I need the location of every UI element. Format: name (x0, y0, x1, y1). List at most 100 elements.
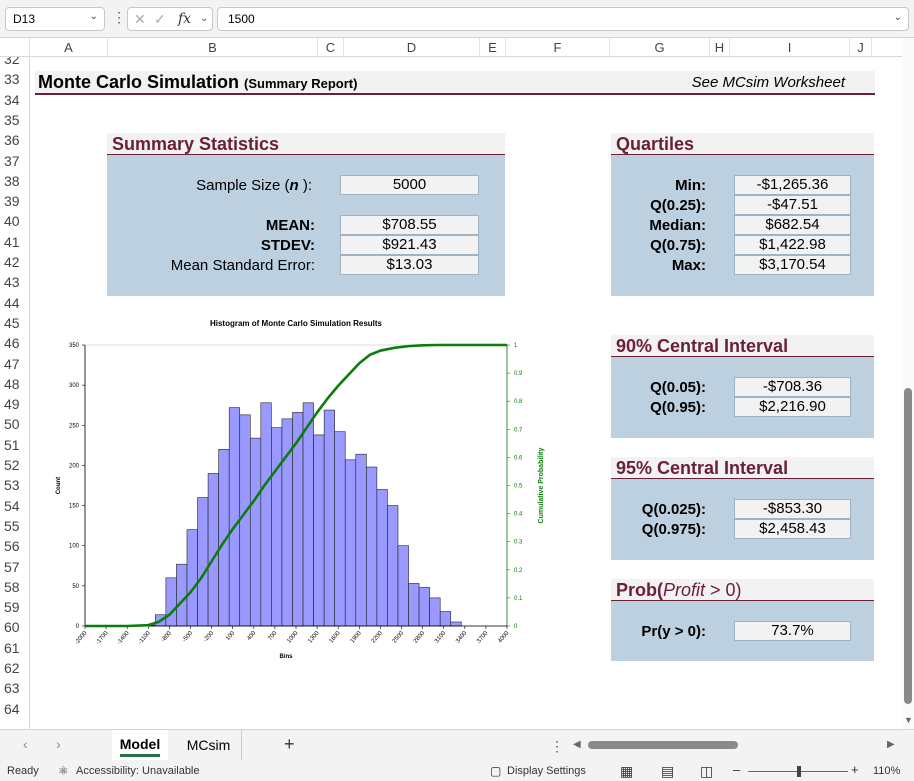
column-header[interactable]: C (318, 38, 344, 57)
chevron-down-icon[interactable]: ⌄ (89, 11, 98, 22)
y-tick-label: 250 (69, 423, 80, 429)
max-value[interactable]: $3,170.54 (734, 255, 851, 275)
accessibility-icon[interactable]: ⚛ (58, 764, 69, 778)
row-header[interactable]: 46 (4, 335, 20, 352)
check-icon[interactable]: ✓ (154, 11, 166, 27)
stdev-value[interactable]: $921.43 (340, 235, 479, 255)
add-sheet-button[interactable]: + (284, 734, 295, 754)
row-header[interactable]: 48 (4, 375, 20, 392)
vertical-scrollbar[interactable]: ▼ (902, 38, 914, 729)
row-header[interactable]: 60 (4, 619, 20, 636)
row-header[interactable]: 33 (4, 71, 20, 88)
column-header[interactable]: D (344, 38, 480, 57)
column-header[interactable]: H (710, 38, 730, 57)
y2-tick-label: 0.9 (514, 371, 523, 377)
zoom-slider-thumb[interactable] (797, 766, 801, 777)
scrollbar-thumb[interactable] (904, 388, 912, 704)
row-header[interactable]: 64 (4, 700, 20, 717)
x-tick-label: 2500 (392, 630, 406, 645)
scroll-left-icon[interactable]: ◀ (573, 739, 581, 750)
page-break-icon[interactable]: ◫ (700, 763, 714, 779)
row-header[interactable]: 54 (4, 497, 20, 514)
q95-value[interactable]: $2,216.90 (734, 397, 851, 417)
horizontal-scrollbar[interactable] (585, 741, 885, 749)
formula-value: 1500 (228, 12, 255, 26)
display-icon[interactable]: ▢ (490, 764, 502, 778)
row-header[interactable]: 58 (4, 578, 20, 595)
sample-size-value[interactable]: 5000 (340, 175, 479, 195)
worksheet[interactable]: Monte Carlo Simulation (Summary Report) … (30, 57, 902, 729)
mse-value[interactable]: $13.03 (340, 255, 479, 275)
normal-view-icon[interactable]: ▦ (620, 763, 634, 779)
tab-mcsim[interactable]: MCsim (176, 730, 242, 760)
mean-label: MEAN: (265, 217, 315, 234)
row-header[interactable]: 62 (4, 660, 20, 676)
row-header[interactable]: 49 (4, 396, 20, 413)
name-box[interactable]: D13 ⌄ (5, 7, 105, 31)
formula-input[interactable]: 1500 ⌄ (217, 7, 909, 31)
cancel-icon[interactable]: ✕ (134, 11, 146, 27)
next-sheet-icon[interactable]: › (56, 736, 61, 752)
row-header[interactable]: 34 (4, 91, 20, 108)
column-header[interactable]: A (30, 38, 108, 57)
scroll-down-icon[interactable]: ▼ (904, 715, 913, 725)
row-header[interactable]: 57 (4, 558, 20, 575)
q975-value[interactable]: $2,458.43 (734, 519, 851, 539)
median-value[interactable]: $682.54 (734, 215, 851, 235)
row-header[interactable]: 41 (4, 233, 20, 250)
row-header[interactable]: 47 (4, 355, 20, 372)
chevron-down-icon[interactable]: ⌄ (200, 13, 209, 24)
row-header[interactable]: 43 (4, 274, 20, 291)
scrollbar-thumb[interactable] (588, 741, 738, 749)
row-header[interactable]: 51 (4, 436, 20, 453)
select-all-corner[interactable] (0, 38, 30, 57)
row-header[interactable]: 59 (4, 599, 20, 616)
more-options-icon[interactable]: ⋮ (112, 9, 126, 25)
accessibility-status[interactable]: Accessibility: Unavailable (76, 765, 200, 777)
prob-value[interactable]: 73.7% (734, 621, 851, 641)
histogram-chart[interactable]: Histogram of Monte Carlo Simulation Resu… (55, 315, 555, 675)
q25-value[interactable]: -$47.51 (734, 195, 851, 215)
min-value[interactable]: -$1,265.36 (734, 175, 851, 195)
row-header[interactable]: 40 (4, 213, 20, 230)
row-header[interactable]: 61 (4, 639, 20, 656)
row-header[interactable]: 37 (4, 152, 20, 169)
tab-model[interactable]: Model (112, 730, 168, 760)
zoom-level[interactable]: 110% (873, 765, 901, 777)
zoom-in-button[interactable]: + (851, 762, 859, 777)
row-header[interactable]: 38 (4, 172, 20, 189)
row-header[interactable]: 56 (4, 538, 20, 555)
row-header[interactable]: 45 (4, 314, 20, 331)
q025-value[interactable]: -$853.30 (734, 499, 851, 519)
mean-value[interactable]: $708.55 (340, 215, 479, 235)
column-header[interactable]: B (108, 38, 318, 57)
row-header[interactable]: 44 (4, 294, 20, 311)
row-header[interactable]: 63 (4, 680, 20, 697)
column-header[interactable]: J (850, 38, 872, 57)
row-header[interactable]: 53 (4, 477, 20, 494)
zoom-out-button[interactable]: – (733, 762, 741, 777)
column-header[interactable]: F (506, 38, 610, 57)
row-header[interactable]: 52 (4, 457, 20, 473)
row-header[interactable]: 50 (4, 416, 20, 433)
page-layout-icon[interactable]: ▤ (661, 763, 675, 779)
report-title-bar: Monte Carlo Simulation (Summary Report) … (35, 71, 875, 95)
column-header[interactable]: I (730, 38, 850, 57)
row-header[interactable]: 55 (4, 517, 20, 534)
insert-function-button[interactable]: fx (178, 11, 192, 27)
zoom-slider[interactable] (748, 766, 848, 777)
row-header[interactable]: 42 (4, 254, 20, 270)
display-settings[interactable]: Display Settings (507, 765, 586, 777)
row-header[interactable]: 35 (4, 111, 20, 128)
more-options-icon[interactable]: ⋮ (550, 738, 564, 754)
row-header[interactable]: 39 (4, 193, 20, 210)
column-header[interactable]: E (480, 38, 506, 57)
column-header[interactable]: G (610, 38, 710, 57)
q75-value[interactable]: $1,422.98 (734, 235, 851, 255)
row-header[interactable]: 32 (4, 57, 20, 67)
expand-formula-icon[interactable]: ⌄ (893, 12, 902, 23)
scroll-right-icon[interactable]: ▶ (887, 739, 895, 750)
prev-sheet-icon[interactable]: ‹ (23, 736, 28, 752)
row-header[interactable]: 36 (4, 132, 20, 149)
q05-value[interactable]: -$708.36 (734, 377, 851, 397)
